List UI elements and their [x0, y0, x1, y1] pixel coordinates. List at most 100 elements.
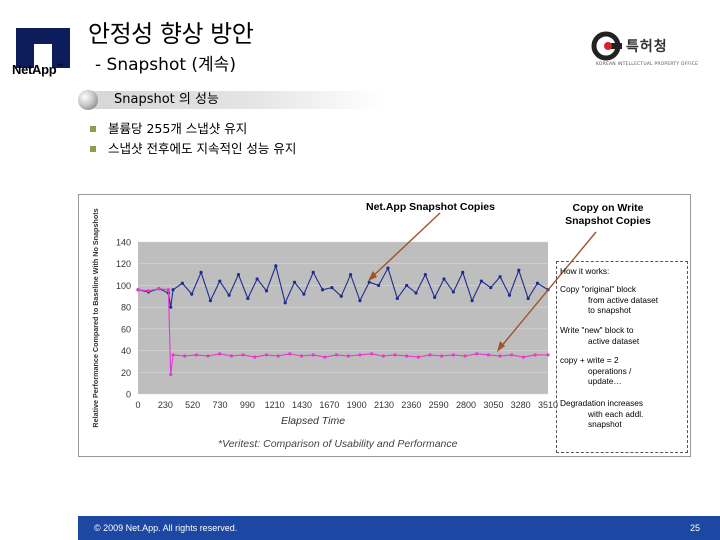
performance-chart: 0 20 40 60 80 100 120 140 0 230 520 730 990 1210 1430… [91, 208, 558, 427]
grid-lines [138, 241, 548, 395]
y-tick-label: 60 [121, 324, 131, 334]
netapp-data-point [302, 292, 306, 296]
x-axis-label: Elapsed Time [281, 415, 345, 427]
cow-data-point [136, 288, 140, 292]
slide-title: 안정성 향상 방안 [88, 20, 254, 48]
how-heading: How it works: [560, 266, 610, 276]
cow-data-point [171, 353, 175, 357]
netapp-data-point [461, 270, 465, 274]
netapp-data-point [395, 296, 399, 301]
netapp-data-point [190, 292, 194, 296]
page-number: 25 [690, 523, 701, 533]
cow-data-point [183, 354, 187, 358]
x-tick-label: 730 [212, 400, 227, 410]
netapp-data-point [236, 272, 241, 277]
y-tick-label: 100 [116, 281, 131, 291]
netapp-data-point [386, 266, 390, 270]
cow-data-point [323, 355, 327, 359]
how-item-text: active dataset [588, 335, 640, 346]
cow-data-point [546, 353, 550, 357]
netapp-data-point [274, 264, 278, 268]
cow-data-point [229, 354, 234, 358]
cow-data-point [475, 352, 479, 356]
netapp-data-point [246, 296, 250, 301]
x-tick-labels: 0 230 520 730 990 1210 1430 1670 1900 2130 2360 259… [135, 400, 558, 410]
netapp-data-point [517, 268, 521, 272]
cow-data-point [533, 353, 537, 357]
logo-text: NetApp [12, 62, 57, 77]
x-tick-label: 1670 [319, 400, 339, 410]
plot-area [138, 242, 548, 394]
cow-label-line2: Snapshot Copies [565, 215, 651, 227]
netapp-data-point [526, 296, 530, 301]
how-item-text: from active dataset [588, 294, 659, 305]
netapp-data-point [489, 286, 493, 290]
how-item: Copy "original" block from active datase… [560, 284, 658, 316]
series-layer [136, 264, 550, 377]
how-item: copy + write = 2 operations / update… [560, 355, 631, 387]
netapp-data-point [218, 279, 222, 283]
how-item-text: update… [588, 376, 622, 386]
cow-arrowhead-icon [497, 341, 505, 352]
netapp-annotation-label: Net.App Snapshot Copies [366, 201, 495, 213]
cow-data-point [463, 354, 467, 358]
how-item: Degradation increases with each addl. sn… [560, 398, 643, 430]
how-item-text: Copy "original" block [560, 284, 636, 294]
bullet-square-icon [90, 146, 96, 152]
y-tick-label: 120 [116, 259, 131, 269]
netapp-data-point [433, 295, 437, 299]
netapp-data-point [451, 290, 455, 294]
netapp-data-point [169, 305, 173, 309]
cow-data-point [241, 353, 245, 357]
cow-data-point [334, 353, 339, 357]
bullet-text: 스냅샷 전후에도 지속적인 성능 유지 [108, 141, 297, 156]
cow-data-point [166, 288, 170, 292]
y-tick-label: 0 [126, 390, 131, 400]
footer-bar [78, 516, 720, 540]
netapp-data-point [442, 277, 446, 281]
netapp-logo-text: NetApp™ [12, 62, 63, 77]
kipo-logo-icon [591, 31, 622, 61]
how-item-text: Degradation increases [560, 398, 644, 408]
cow-label-line1: Copy on Write [572, 202, 644, 214]
netapp-data-point [227, 293, 231, 297]
cow-data-point [169, 372, 173, 377]
section-sphere-icon [78, 90, 98, 110]
section-bar [84, 91, 384, 109]
netapp-data-point [470, 299, 474, 303]
netapp-logo-icon [16, 28, 70, 68]
netapp-data-point [264, 289, 269, 293]
y-tick-label: 80 [121, 303, 131, 313]
x-tick-label: 1210 [265, 400, 285, 410]
how-item-text: snapshot [588, 419, 622, 429]
cow-data-point [358, 353, 362, 357]
how-item-text: to snapshot [588, 305, 631, 315]
netapp-data-point [180, 281, 184, 285]
netapp-data-point [367, 280, 371, 284]
how-item-text: copy + write = 2 [560, 355, 619, 365]
netapp-data-point [339, 294, 343, 298]
cow-data-point [218, 352, 222, 356]
netapp-data-point [498, 275, 502, 279]
netapp-annotation-arrow [371, 212, 441, 278]
cow-data-point [311, 353, 315, 357]
citation: *Veritest: Comparison of Usability and P… [218, 438, 458, 450]
how-item: Write "new" block to active dataset [560, 325, 639, 346]
section-heading: Snapshot 의 성능 [114, 92, 219, 107]
copyright-text: © 2009 Net.App. All rights reserved. [94, 523, 238, 533]
y-tick-label: 40 [121, 346, 131, 356]
cow-data-point [393, 353, 397, 357]
x-tick-label: 3050 [483, 400, 503, 410]
logo-trademark: ™ [56, 63, 64, 71]
netapp-data-point [320, 288, 325, 292]
x-tick-label: 2130 [374, 400, 394, 410]
netapp-data-point [358, 299, 362, 303]
cow-annotation-label: Copy on Write Snapshot Copies [556, 202, 660, 228]
kipo-name: 특허청 [626, 39, 668, 55]
netapp-data-point [348, 272, 353, 277]
x-tick-label: 2360 [401, 400, 421, 410]
cow-data-point [405, 354, 409, 358]
how-it-works-box [556, 261, 688, 453]
cow-data-point [428, 353, 432, 357]
netapp-arrowhead-icon [368, 271, 377, 281]
